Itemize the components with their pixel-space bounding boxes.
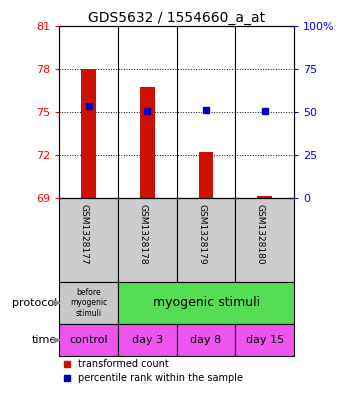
Text: control: control xyxy=(69,335,108,345)
Bar xyxy=(59,324,118,356)
Bar xyxy=(140,87,155,198)
Text: day 3: day 3 xyxy=(132,335,163,345)
Bar xyxy=(59,198,118,282)
Text: before
myogenic
stimuli: before myogenic stimuli xyxy=(70,288,107,318)
Bar xyxy=(235,324,294,356)
Title: GDS5632 / 1554660_a_at: GDS5632 / 1554660_a_at xyxy=(88,11,265,24)
Bar xyxy=(177,198,235,282)
Text: GSM1328177: GSM1328177 xyxy=(80,204,89,265)
Bar xyxy=(199,152,214,198)
Bar xyxy=(82,69,96,198)
Text: percentile rank within the sample: percentile rank within the sample xyxy=(78,373,243,383)
Text: protocol: protocol xyxy=(12,298,57,308)
Bar xyxy=(59,282,118,324)
Text: GSM1328178: GSM1328178 xyxy=(138,204,148,265)
Text: time: time xyxy=(32,335,57,345)
Bar xyxy=(118,324,177,356)
Text: GSM1328180: GSM1328180 xyxy=(256,204,265,265)
Text: day 15: day 15 xyxy=(246,335,284,345)
Bar xyxy=(257,196,272,198)
Text: GSM1328179: GSM1328179 xyxy=(197,204,206,265)
Text: transformed count: transformed count xyxy=(78,359,169,369)
Text: day 8: day 8 xyxy=(190,335,222,345)
Bar xyxy=(118,198,177,282)
Text: myogenic stimuli: myogenic stimuli xyxy=(153,296,260,309)
Bar xyxy=(118,282,294,324)
Bar xyxy=(177,324,235,356)
Bar xyxy=(235,198,294,282)
